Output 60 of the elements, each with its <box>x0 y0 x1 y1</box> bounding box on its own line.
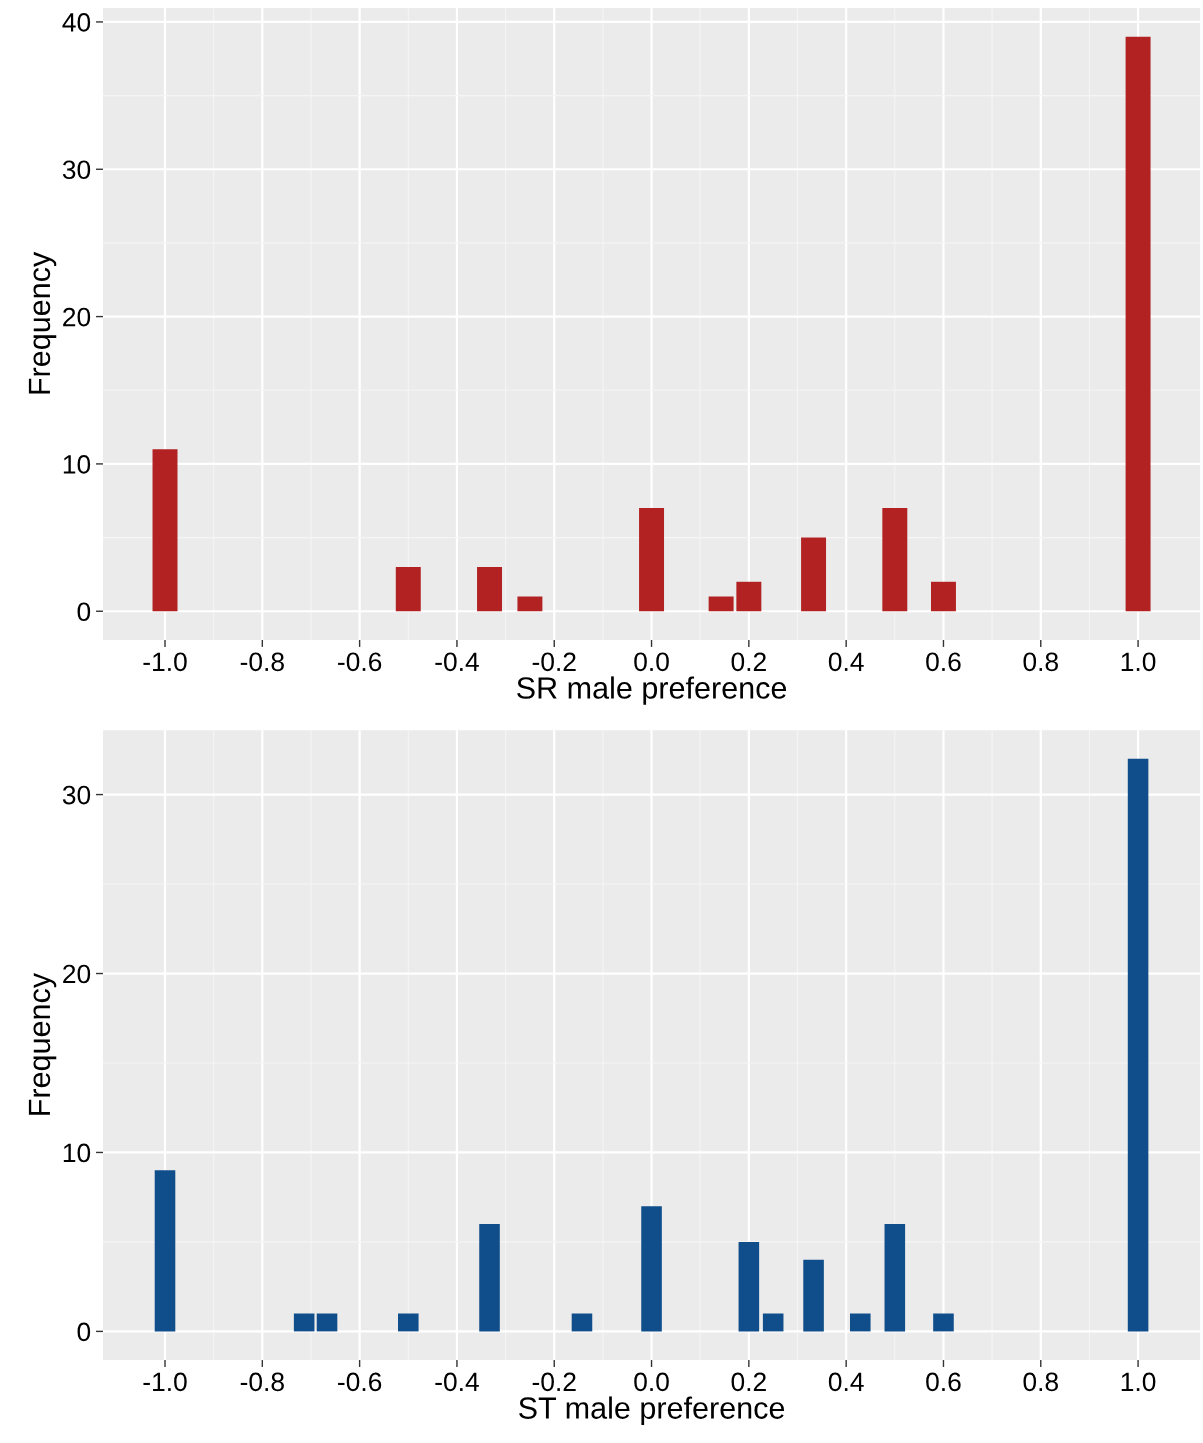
y-axis-title: Frequency <box>28 251 57 394</box>
x-tick-label: 1.0 <box>1121 1372 1156 1392</box>
x-tick-label: -0.8 <box>240 652 284 672</box>
bar <box>762 1313 784 1332</box>
bar <box>152 449 178 612</box>
bar <box>641 1206 662 1332</box>
bar <box>1127 758 1149 1332</box>
bar <box>517 596 543 612</box>
bar <box>708 596 734 612</box>
x-tick-label: 0.6 <box>926 652 961 672</box>
x-tick-label: 0.6 <box>926 1372 961 1392</box>
y-tick-label: 0 <box>77 602 91 622</box>
x-tick-label: -0.4 <box>435 652 479 672</box>
x-tick-label: -0.6 <box>338 1372 382 1392</box>
bar <box>738 1241 760 1332</box>
bar <box>882 508 908 612</box>
x-tick-label: 0.0 <box>634 1372 669 1392</box>
x-tick-label: 0.4 <box>828 652 864 672</box>
y-tick-label: 10 <box>63 455 91 474</box>
x-axis-title: SR male preference <box>517 676 787 705</box>
bar <box>395 567 421 612</box>
x-tick-label: -0.8 <box>240 1372 284 1392</box>
x-tick-label: -1.0 <box>143 1372 187 1392</box>
y-tick-label: 30 <box>62 160 91 180</box>
x-tick-label: 1.0 <box>1121 652 1156 672</box>
x-tick-label: 0.4 <box>828 1372 864 1392</box>
x-tick-label: -0.2 <box>532 1372 576 1392</box>
bar <box>397 1313 419 1332</box>
y-tick-label: 10 <box>63 1143 91 1163</box>
y-tick-label: 40 <box>62 13 91 32</box>
y-tick-label: 30 <box>62 785 91 805</box>
x-tick-label: 0.8 <box>1023 652 1058 672</box>
x-tick-label: 0.8 <box>1023 1372 1058 1392</box>
bar <box>849 1313 871 1332</box>
bar <box>639 508 665 612</box>
bar <box>479 1224 500 1332</box>
y-tick-label: 0 <box>77 1322 91 1342</box>
y-axis-title: Frequency <box>28 972 57 1115</box>
x-tick-label: 0.2 <box>731 1372 766 1392</box>
y-tick-label: 20 <box>63 964 91 984</box>
x-tick-label: -0.6 <box>338 652 382 672</box>
x-tick-label: -0.2 <box>532 652 576 672</box>
x-axis-title: ST male preference <box>519 1396 785 1425</box>
bar <box>801 537 827 612</box>
bar <box>316 1313 338 1332</box>
bar <box>736 581 762 612</box>
x-tick-label: -0.4 <box>435 1372 479 1392</box>
bar <box>477 567 503 612</box>
bar <box>154 1170 176 1332</box>
y-tick-label: 20 <box>63 307 91 327</box>
bar <box>884 1224 906 1332</box>
bar <box>1125 36 1151 612</box>
bar <box>933 1313 954 1332</box>
bar <box>293 1313 315 1332</box>
bar <box>930 581 956 612</box>
x-tick-label: 0.2 <box>731 652 766 672</box>
bar <box>571 1313 593 1332</box>
x-tick-label: 0.0 <box>634 652 669 672</box>
x-tick-label: -1.0 <box>143 652 187 672</box>
bar <box>803 1259 824 1332</box>
